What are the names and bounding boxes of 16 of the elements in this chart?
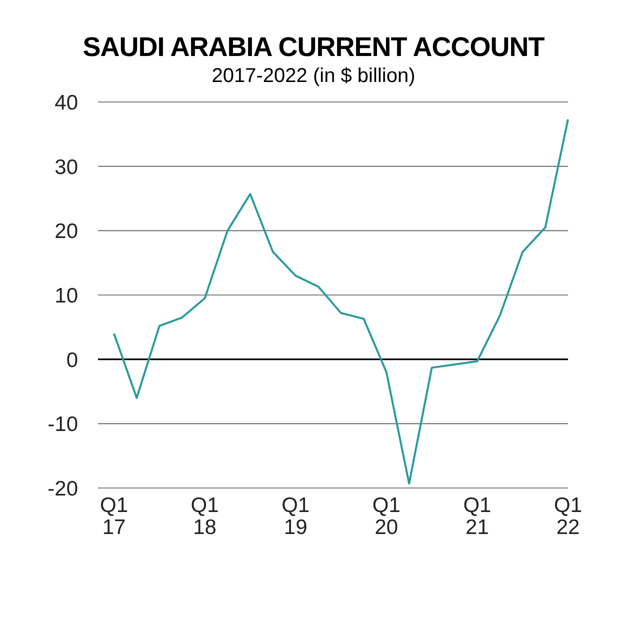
x-tick-label: Q1 19 [282,494,310,539]
y-tick-label: 30 [54,156,78,179]
x-tick-label: Q1 20 [372,494,400,539]
y-tick-label: -10 [48,413,78,436]
line-series [113,118,569,484]
chart-title: SAUDI ARABIA CURRENT ACCOUNT [82,32,546,63]
x-tick-label: Q1 21 [463,494,492,539]
x-tick-label: Q1 22 [554,494,582,539]
x-tick-label: Q1 17 [100,494,128,539]
y-tick-label: -20 [48,477,78,500]
y-tick-label: 40 [54,91,78,114]
chart-subtitle: 2017-2022 (in $ billion) [210,65,416,88]
y-tick-label: 20 [54,220,78,244]
y-tick-label: 0 [66,348,78,372]
y-tick-label: 10 [54,284,78,308]
x-tick-label: Q1 18 [190,494,219,539]
